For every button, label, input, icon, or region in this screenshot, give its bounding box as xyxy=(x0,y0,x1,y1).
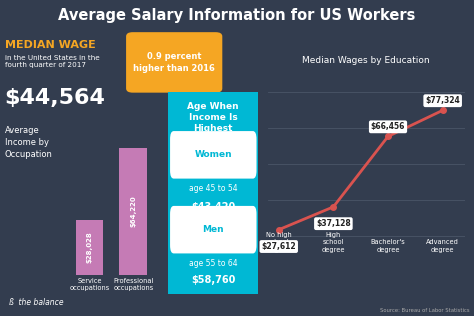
Text: Women: Women xyxy=(194,150,232,159)
Text: $66,456: $66,456 xyxy=(371,122,405,131)
Text: ß  the balance: ß the balance xyxy=(9,298,64,307)
Text: $43,420: $43,420 xyxy=(191,202,236,212)
Text: Average
Income by
Occupation: Average Income by Occupation xyxy=(5,126,53,159)
Bar xyxy=(75,220,103,275)
Text: $28,028: $28,028 xyxy=(86,231,92,263)
Text: $27,612: $27,612 xyxy=(262,242,296,251)
Text: age 55 to 64: age 55 to 64 xyxy=(189,259,237,268)
Text: Bachelor's
degree: Bachelor's degree xyxy=(371,239,405,253)
Text: Median Wages by Education: Median Wages by Education xyxy=(302,57,430,65)
FancyBboxPatch shape xyxy=(126,32,222,93)
FancyBboxPatch shape xyxy=(168,92,258,294)
Text: $37,128: $37,128 xyxy=(316,219,351,228)
Text: Age When
Income Is
Highest: Age When Income Is Highest xyxy=(188,102,239,133)
FancyBboxPatch shape xyxy=(170,131,256,179)
Text: Advanced
degree: Advanced degree xyxy=(426,239,459,253)
Text: age 45 to 54: age 45 to 54 xyxy=(189,184,237,193)
Text: $64,220: $64,220 xyxy=(130,196,137,228)
Bar xyxy=(119,148,147,275)
FancyBboxPatch shape xyxy=(170,206,256,253)
Text: in the United States in the
fourth quarter of 2017: in the United States in the fourth quart… xyxy=(5,55,100,68)
Text: $77,324: $77,324 xyxy=(425,96,460,105)
Text: $44,564: $44,564 xyxy=(5,88,106,108)
Text: No high
school
degree: No high school degree xyxy=(266,232,292,253)
Text: 0.9 percent
higher than 2016: 0.9 percent higher than 2016 xyxy=(133,52,215,73)
Text: $58,760: $58,760 xyxy=(191,275,236,285)
Text: Men: Men xyxy=(202,225,224,234)
Text: MEDIAN WAGE: MEDIAN WAGE xyxy=(5,40,95,50)
Text: Average Salary Information for US Workers: Average Salary Information for US Worker… xyxy=(58,8,416,23)
Text: Source: Bureau of Labor Statistics: Source: Bureau of Labor Statistics xyxy=(380,308,469,313)
Text: High
school
degree: High school degree xyxy=(322,232,345,253)
